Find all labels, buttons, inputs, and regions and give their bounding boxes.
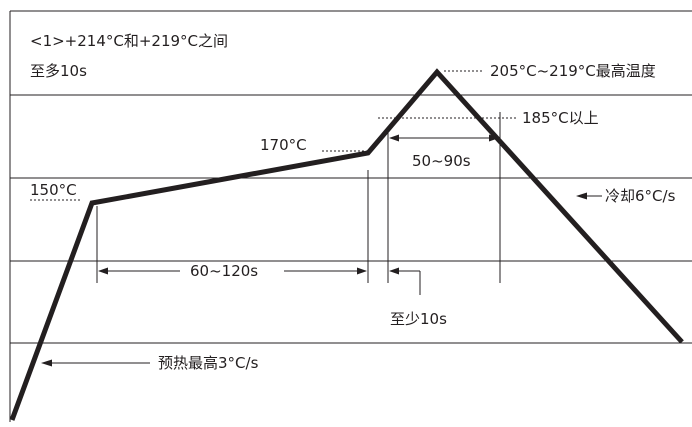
arrowhead (389, 267, 399, 275)
peak-range-label: 205°C~219°C最高温度 (490, 62, 656, 80)
temperature-profile-curve (9, 68, 684, 421)
arrowhead (41, 359, 52, 367)
dotted-leaders (30, 70, 516, 201)
dur-60-120-label: 60~120s (190, 262, 258, 280)
arrowhead (576, 192, 587, 200)
dimension-arrows (41, 134, 602, 367)
arrowhead (389, 134, 399, 142)
preheat-label: 预热最高3°C/s (158, 354, 259, 372)
t170-label: 170°C (260, 136, 307, 154)
note-line-2: 至多10s (30, 62, 87, 80)
arrowhead (357, 267, 367, 275)
cooling-label: 冷却6°C/s (605, 187, 676, 205)
above-185-label: 185°C以上 (522, 109, 599, 127)
at-least-10s-label: 至少10s (390, 310, 447, 328)
dur-50-90-label: 50~90s (412, 152, 471, 170)
arrowhead (98, 267, 108, 275)
t150-label: 150°C (30, 181, 77, 199)
grid-lines (10, 94, 692, 344)
note-line-1: <1>+214°C和+219°C之间 (30, 32, 228, 50)
